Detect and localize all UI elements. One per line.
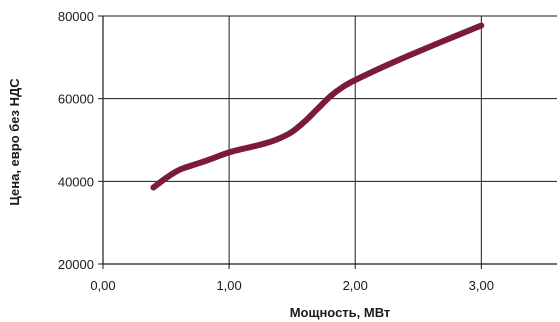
tick-labels: 20000 40000 60000 80000 0,00 1,00 2,00 3,00 [58, 9, 494, 293]
series-group [150, 22, 485, 191]
plot-area [103, 16, 557, 264]
x-tick-label: 0,00 [90, 278, 115, 293]
y-tick-label: 20000 [58, 257, 94, 272]
y-tick-label: 40000 [58, 174, 94, 189]
x-axis-title: Мощность, МВт [290, 305, 391, 320]
y-axis-title: Цена, евро без НДС [7, 78, 22, 206]
y-tick-label: 80000 [58, 9, 94, 24]
y-tick-label: 60000 [58, 92, 94, 107]
x-tick-label: 1,00 [216, 278, 241, 293]
series-line [150, 22, 485, 191]
x-tick-label: 3,00 [469, 278, 494, 293]
axes [98, 15, 557, 269]
x-tick-label: 2,00 [343, 278, 368, 293]
